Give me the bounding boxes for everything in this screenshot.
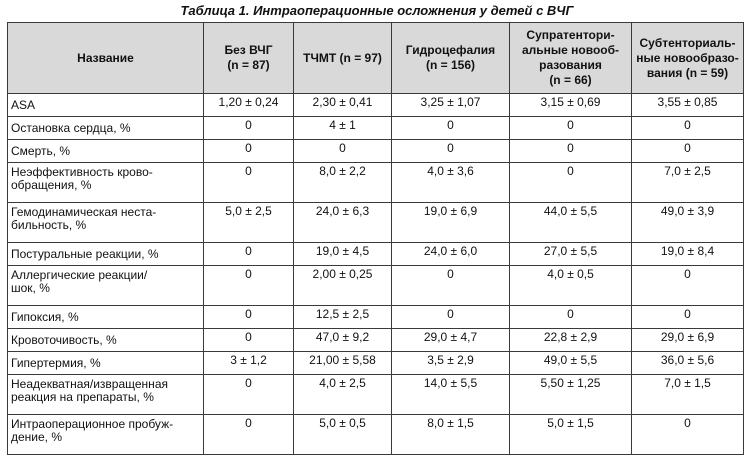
header-group-4: Супратентори-альные новооб-разования (n =… [509,22,632,94]
cell-value: 19,0 ± 6,9 [391,202,510,243]
cell-value: 0 [631,116,744,140]
cell-value: 0 [203,162,294,203]
table-row: Неадекватная/извращенная реакция на препа… [7,374,744,415]
cell-value: 29,0 ± 4,7 [391,328,510,352]
row-label: Постуральные реакции, % [7,242,204,266]
cell-value: 0 [631,414,744,455]
cell-value: 0 [391,305,510,329]
table-row: Гемодинамическая неста-бильность, % 5,0 ±… [7,202,744,243]
row-label: Гемодинамическая неста-бильность, % [7,202,204,243]
row-label: Смерть, % [7,139,204,163]
table-row: Кровоточивость, % 0 47,0 ± 9,2 29,0 ± 4,7 22… [7,328,744,352]
cell-value: 0 [509,139,632,163]
cell-value: 21,00 ± 5,58 [293,351,392,375]
header-group-1: Без ВЧГ (n = 87) [203,22,294,94]
header-name: Название [7,22,204,94]
cell-value: 29,0 ± 6,9 [631,328,744,352]
row-label: ASA [7,93,204,117]
cell-value: 3,15 ± 0,69 [509,93,632,117]
cell-value: 47,0 ± 9,2 [293,328,392,352]
cell-value: 0 [391,116,510,140]
row-label: Неадекватная/извращенная реакция на препа… [7,374,204,415]
cell-value: 5,0 ± 2,5 [203,202,294,243]
cell-value: 44,0 ± 5,5 [509,202,632,243]
cell-value: 0 [203,242,294,266]
cell-value: 27,0 ± 5,5 [509,242,632,266]
table-caption: Таблица 1. Интраоперационные осложнения … [180,3,574,18]
cell-value: 0 [631,265,744,306]
cell-value: 19,0 ± 4,5 [293,242,392,266]
cell-value: 5,50 ± 1,25 [509,374,632,415]
cell-value: 49,0 ± 3,9 [631,202,744,243]
cell-value: 12,5 ± 2,5 [293,305,392,329]
cell-value: 0 [631,305,744,329]
cell-value: 4,0 ± 2,5 [293,374,392,415]
cell-value: 1,20 ± 0,24 [203,93,294,117]
cell-value: 5,0 ± 1,5 [509,414,632,455]
cell-value: 0 [203,305,294,329]
table-row: Аллергические реакции/шок, % 0 2,00 ± 0,25… [7,265,744,306]
cell-value: 3,55 ± 0,85 [631,93,744,117]
table-header: Название Без ВЧГ (n = 87) ТЧМТ (n = 97) Гидр… [7,22,744,94]
cell-value: 49,0 ± 5,5 [509,351,632,375]
cell-value: 14,0 ± 5,5 [391,374,510,415]
cell-value: 4,0 ± 3,6 [391,162,510,203]
table-body: ASA 1,20 ± 0,24 2,30 ± 0,41 3,25 ± 1,07 3,15… [7,93,744,455]
cell-value: 2,00 ± 0,25 [293,265,392,306]
cell-value: 8,0 ± 2,2 [293,162,392,203]
row-label: Интраоперационное пробуж-дение, % [7,414,204,455]
row-label: Неэффективность крово-обращения, % [7,162,204,203]
cell-value: 0 [203,374,294,415]
table-row: Постуральные реакции, % 0 19,0 ± 4,5 24,0 ±… [7,242,744,266]
cell-value: 0 [203,328,294,352]
cell-value: 0 [509,162,632,203]
cell-value: 4 ± 1 [293,116,392,140]
header-group-3: Гидроцефалия (n = 156) [391,22,510,94]
cell-value: 0 [509,305,632,329]
cell-value: 19,0 ± 8,4 [631,242,744,266]
cell-value: 3,5 ± 2,9 [391,351,510,375]
cell-value: 3 ± 1,2 [203,351,294,375]
cell-value: 3,25 ± 1,07 [391,93,510,117]
table-row: ASA 1,20 ± 0,24 2,30 ± 0,41 3,25 ± 1,07 3,15… [7,93,744,117]
cell-value: 24,0 ± 6,3 [293,202,392,243]
table-row: Гипертермия, % 3 ± 1,2 21,00 ± 5,58 3,5 ± 2… [7,351,744,375]
row-label: Кровоточивость, % [7,328,204,352]
header-group-2: ТЧМТ (n = 97) [293,22,392,94]
table-row: Неэффективность крово-обращения, % 0 8,0 ±… [7,162,744,203]
header-row: Название Без ВЧГ (n = 87) ТЧМТ (n = 97) Гидр… [7,22,744,94]
row-label: Гипертермия, % [7,351,204,375]
cell-value: 36,0 ± 5,6 [631,351,744,375]
cell-value: 7,0 ± 2,5 [631,162,744,203]
table-row: Гипоксия, % 0 12,5 ± 2,5 0 0 0 [7,305,744,329]
cell-value: 0 [203,139,294,163]
cell-value: 4,0 ± 0,5 [509,265,632,306]
cell-value: 0 [391,139,510,163]
row-label: Аллергические реакции/шок, % [7,265,204,306]
table-row: Интраоперационное пробуж-дение, % 0 5,0 ± … [7,414,744,455]
row-label: Остановка сердца, % [7,116,204,140]
cell-value: 0 [509,116,632,140]
cell-value: 7,0 ± 1,5 [631,374,744,415]
row-label: Гипоксия, % [7,305,204,329]
cell-value: 8,0 ± 1,5 [391,414,510,455]
cell-value: 0 [203,265,294,306]
complications-table: Название Без ВЧГ (n = 87) ТЧМТ (n = 97) Гидр… [7,22,744,455]
cell-value: 0 [203,414,294,455]
header-group-5: Субтенториаль-ные новообразо-вания (n = … [631,22,744,94]
cell-value: 0 [203,116,294,140]
cell-value: 0 [631,139,744,163]
cell-value: 5,0 ± 0,5 [293,414,392,455]
cell-value: 2,30 ± 0,41 [293,93,392,117]
cell-value: 0 [391,265,510,306]
cell-value: 22,8 ± 2,9 [509,328,632,352]
table-row: Смерть, % 0 0 0 0 0 [7,139,744,163]
cell-value: 24,0 ± 6,0 [391,242,510,266]
cell-value: 0 [293,139,392,163]
